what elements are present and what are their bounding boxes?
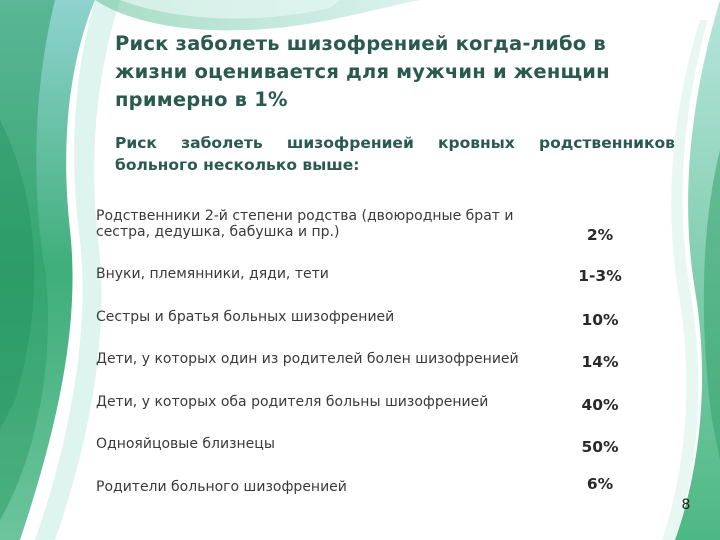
row-label: Родственники 2-й степени родства (двоюро…: [96, 208, 514, 240]
row-label: Дети, у которых один из родителей болен …: [96, 351, 519, 367]
row-value: 14%: [581, 353, 619, 371]
slide-subtitle: Риск заболеть шизофренией кровных родств…: [115, 134, 675, 174]
row-value: 40%: [581, 396, 619, 414]
slide-title: Риск заболеть шизофренией когда-либо в ж…: [115, 32, 610, 111]
row-label: Родители больного шизофренией: [96, 479, 347, 495]
row-value: 2%: [586, 226, 614, 244]
row-value: 6%: [586, 475, 614, 493]
row-label: Сестры и братья больных шизофренией: [96, 309, 395, 325]
row-label: Дети, у которых оба родителя больны шизо…: [96, 394, 489, 410]
row-label: Однояйцовые близнецы: [96, 436, 275, 452]
row-value: 1-3%: [578, 267, 622, 285]
row-value: 10%: [581, 311, 619, 329]
row-value: 50%: [581, 438, 619, 456]
row-label: Внуки, племянники, дяди, тети: [96, 266, 329, 282]
page-number: 8: [681, 497, 691, 513]
